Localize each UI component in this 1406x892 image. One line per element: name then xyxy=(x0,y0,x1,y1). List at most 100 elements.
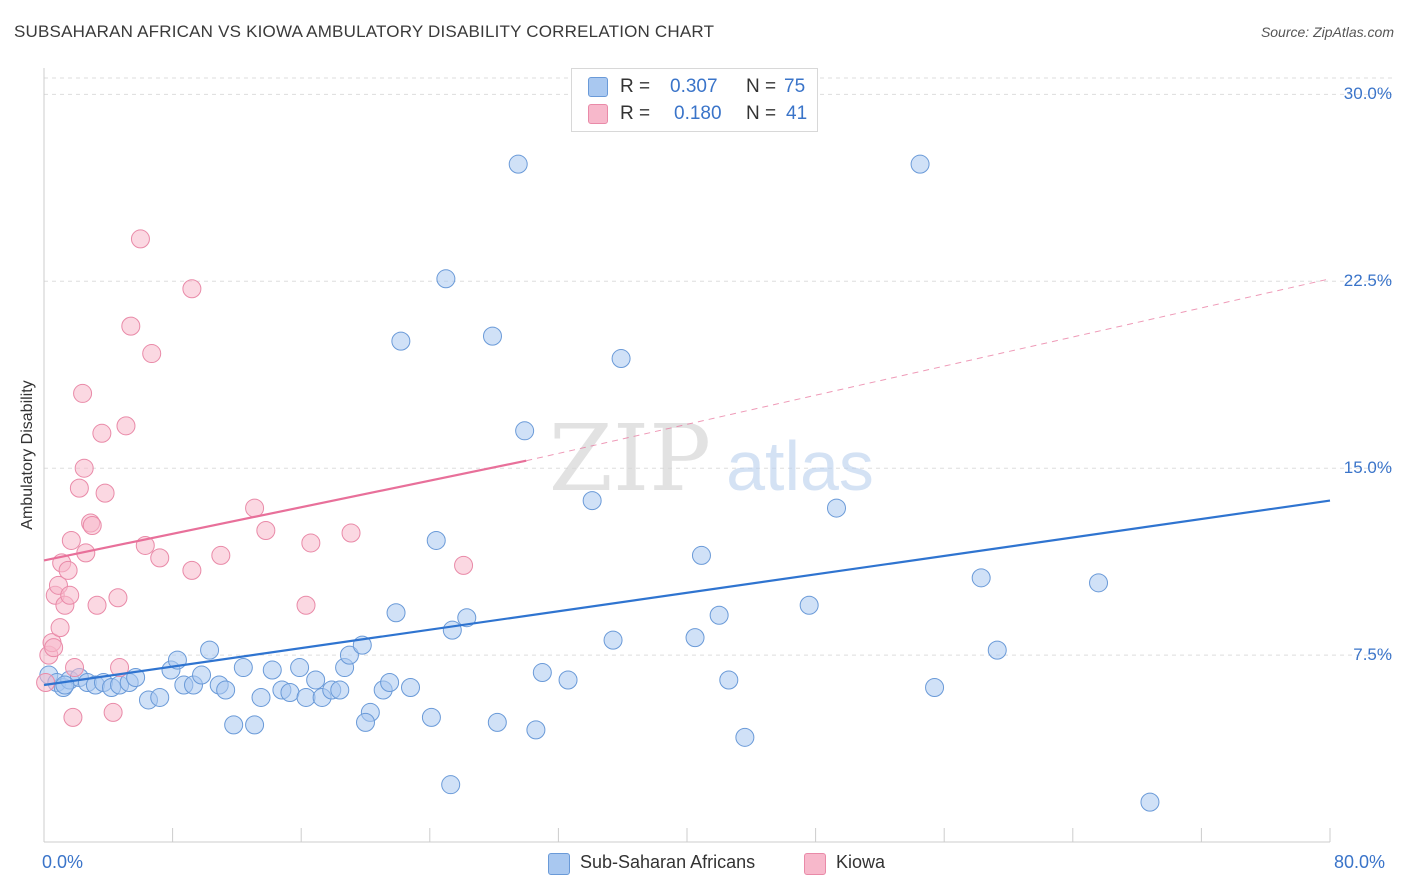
data-point-pink xyxy=(82,516,102,536)
trend-line-extension-pink xyxy=(526,278,1331,462)
legend-r-value: 0.180 xyxy=(674,103,722,124)
data-point-pink xyxy=(301,533,321,553)
data-point-blue xyxy=(150,687,170,707)
data-point-pink xyxy=(65,658,85,678)
data-point-pink xyxy=(74,458,94,478)
data-point-blue xyxy=(391,331,411,351)
data-point-pink xyxy=(63,707,83,727)
data-point-blue xyxy=(380,673,400,693)
data-point-blue xyxy=(603,630,623,650)
data-point-pink xyxy=(296,595,316,615)
data-point-pink xyxy=(130,229,150,249)
data-point-blue xyxy=(709,605,729,625)
data-point-blue xyxy=(826,498,846,518)
correlation-legend: R = 0.307 N = 75 R = 0.180 N = 41 xyxy=(571,68,818,132)
data-point-pink xyxy=(50,618,70,638)
data-point-blue xyxy=(296,687,316,707)
data-point-blue xyxy=(356,712,375,732)
data-point-blue xyxy=(426,530,446,550)
data-point-blue xyxy=(685,628,705,648)
bottom-legend-label-pink: Kiowa xyxy=(836,852,886,872)
data-point-blue xyxy=(216,680,236,700)
y-tick-label: 15.0% xyxy=(1343,458,1392,478)
legend-r-label: R = xyxy=(620,76,651,97)
data-point-pink xyxy=(182,560,202,580)
trend-line-blue xyxy=(43,499,1331,687)
data-point-pink xyxy=(454,555,474,575)
data-point-pink xyxy=(61,530,81,550)
data-point-pink xyxy=(150,548,170,568)
data-point-blue xyxy=(386,603,406,623)
data-point-pink xyxy=(60,585,80,605)
legend-n-label: N = xyxy=(746,76,777,97)
data-point-blue xyxy=(611,349,631,369)
bottom-legend-swatch-blue xyxy=(548,853,570,875)
data-point-blue xyxy=(558,670,578,690)
data-point-blue xyxy=(200,640,220,660)
data-point-blue xyxy=(339,645,359,665)
data-point-blue xyxy=(441,775,461,795)
data-point-blue xyxy=(55,675,75,695)
y-tick-label: 30.0% xyxy=(1343,84,1392,104)
data-point-blue xyxy=(487,712,507,732)
data-point-pink xyxy=(341,523,361,543)
data-point-blue xyxy=(515,421,535,441)
trend-line-pink xyxy=(43,459,527,562)
data-point-pink xyxy=(110,658,130,678)
data-point-blue xyxy=(421,707,441,727)
data-point-blue xyxy=(436,269,456,289)
data-point-blue xyxy=(251,687,271,707)
data-point-blue xyxy=(306,670,326,690)
data-point-blue xyxy=(735,727,755,747)
data-point-pink xyxy=(116,416,136,436)
data-point-blue xyxy=(442,620,462,640)
legend-n-value: 41 xyxy=(786,103,808,124)
data-point-blue xyxy=(1140,792,1160,812)
y-tick-label: 22.5% xyxy=(1343,271,1392,291)
data-point-blue xyxy=(987,640,1007,660)
watermark-atlas: atlas xyxy=(726,427,874,505)
data-point-pink xyxy=(58,560,78,580)
data-point-pink xyxy=(108,588,128,608)
data-point-blue xyxy=(280,682,300,702)
data-point-pink xyxy=(36,673,56,693)
legend-n-label: N = xyxy=(746,103,777,124)
data-point-blue xyxy=(719,670,739,690)
legend-swatch-blue xyxy=(588,77,608,97)
data-point-blue xyxy=(192,665,212,685)
data-point-blue xyxy=(508,154,528,174)
data-point-blue xyxy=(245,715,265,735)
data-point-blue xyxy=(262,660,282,680)
data-point-blue xyxy=(457,608,477,628)
data-point-pink xyxy=(69,478,89,498)
data-point-pink xyxy=(245,498,265,518)
data-point-blue xyxy=(691,545,711,565)
data-point-blue xyxy=(233,658,253,678)
legend-r-label: R = xyxy=(620,103,651,124)
legend-swatch-pink xyxy=(588,104,608,124)
y-tick-label: 7.5% xyxy=(1353,645,1392,665)
data-point-blue xyxy=(401,677,421,697)
data-point-blue xyxy=(910,154,930,174)
x-tick-label-min: 0.0% xyxy=(42,852,84,872)
data-point-blue xyxy=(290,658,310,678)
data-point-pink xyxy=(44,638,64,658)
data-point-blue xyxy=(971,568,991,588)
data-point-blue xyxy=(799,595,819,615)
data-point-pink xyxy=(92,423,112,443)
data-point-pink xyxy=(103,702,123,722)
data-point-pink xyxy=(95,483,115,503)
data-point-blue xyxy=(330,680,350,700)
data-point-blue xyxy=(482,326,502,346)
data-point-pink xyxy=(142,344,162,364)
legend-n-value: 75 xyxy=(784,76,806,97)
x-tick-label-max: 80.0% xyxy=(1334,852,1386,872)
data-point-pink xyxy=(182,279,202,299)
data-point-pink xyxy=(73,383,93,403)
data-point-blue xyxy=(925,677,945,697)
bottom-legend-swatch-pink xyxy=(804,853,826,875)
data-point-blue xyxy=(1089,573,1109,593)
data-point-blue xyxy=(582,491,602,511)
bottom-legend-label-blue: Sub-Saharan Africans xyxy=(580,852,756,872)
